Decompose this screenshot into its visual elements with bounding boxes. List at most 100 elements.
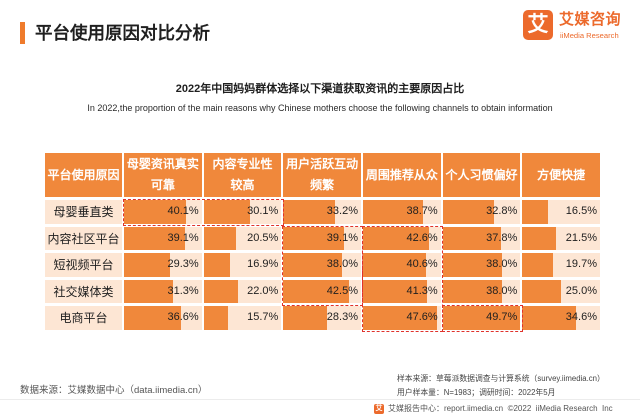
value-bar (362, 200, 424, 224)
value-bar (522, 200, 548, 224)
brand-name: 艾媒咨询 (559, 11, 622, 28)
data-cell: 41.3% (362, 279, 441, 303)
data-cell: 40.6% (362, 253, 441, 277)
value-bar (203, 279, 238, 303)
data-cell: 33.2% (283, 200, 361, 224)
value-label: 42.6% (406, 231, 438, 244)
value-label: 19.7% (565, 258, 597, 270)
report-logo-icon: 艾 (374, 404, 384, 414)
value-bar (203, 253, 230, 277)
corner-header: 平台使用原因 (45, 153, 122, 197)
data-cell: 38.7% (362, 200, 441, 224)
value-label: 40.6% (406, 258, 438, 270)
value-label: 49.7% (486, 311, 518, 323)
data-cell: 38.0% (283, 253, 361, 277)
value-bar (362, 306, 437, 330)
sample-source: 样本来源：草莓派数据调查与计算系统（survey.iimedia.cn） (397, 374, 605, 383)
value-label: 38.0% (486, 258, 518, 270)
value-bar (124, 200, 187, 224)
data-table: 平台使用原因 母婴资讯真实 可靠 内容专业性 较高 用户活跃互动 频繁 周围推荐从众 个人… (45, 153, 600, 332)
value-bar (203, 306, 229, 330)
value-bar (522, 306, 577, 330)
value-label: 37.8% (486, 231, 518, 244)
data-cell: 39.1% (124, 226, 202, 250)
column-header: 母婴资讯真实 可靠 (124, 153, 202, 197)
data-cell: 32.8% (442, 200, 521, 224)
data-cell: 22.0% (203, 279, 282, 303)
value-bar (442, 226, 502, 250)
column-header: 内容专业性 较高 (203, 153, 282, 197)
value-label: 33.2% (326, 205, 358, 217)
value-bar (442, 200, 494, 224)
value-label: 41.3% (406, 284, 438, 297)
value-bar (283, 226, 345, 250)
value-label: 38.0% (326, 258, 358, 270)
value-label: 34.6% (565, 311, 597, 323)
data-source: 数据来源：艾媒数据中心（data.iimedia.cn） (20, 385, 208, 396)
data-cell: 42.5% (283, 279, 361, 303)
value-bar (283, 200, 335, 224)
column-header: 个人习惯偏好 (442, 153, 521, 197)
footer-divider (0, 399, 640, 400)
value-bar (283, 306, 328, 330)
row-label: 社交媒体类 (45, 279, 122, 303)
chart-subtitle: In 2022,the proportion of the main reaso… (87, 103, 553, 113)
data-cell: 19.7% (522, 253, 600, 277)
data-cell: 49.7% (442, 306, 521, 330)
data-cell: 16.5% (522, 200, 600, 224)
value-bar (522, 279, 562, 303)
sample-info: 用户样本量：N=1983；调研时间：2022年5月 (397, 388, 556, 397)
column-header: 方便快捷 (522, 153, 600, 197)
page-title: 平台使用原因对比分析 (35, 23, 210, 43)
row-label: 短视频平台 (45, 253, 122, 277)
value-label: 28.3% (326, 311, 358, 323)
data-cell: 25.0% (522, 279, 600, 303)
value-label: 42.5% (326, 284, 358, 297)
data-cell: 29.3% (124, 253, 202, 277)
data-cell: 42.6% (362, 226, 441, 250)
data-cell: 30.1% (203, 200, 282, 224)
value-label: 22.0% (247, 284, 279, 297)
data-cell: 36.6% (124, 306, 202, 330)
value-bar (362, 279, 428, 303)
value-label: 32.8% (486, 205, 518, 217)
data-cell: 38.0% (442, 279, 521, 303)
data-cell: 20.5% (203, 226, 282, 250)
brand-name-en: iiMedia Research (560, 31, 619, 40)
value-label: 39.1% (167, 231, 199, 244)
value-bar (362, 253, 427, 277)
value-bar (442, 306, 520, 330)
data-cell: 34.6% (522, 306, 600, 330)
value-bar (362, 226, 430, 250)
data-cell: 38.0% (442, 253, 521, 277)
column-header: 周围推荐从众 (362, 153, 441, 197)
value-bar (283, 253, 343, 277)
value-bar (203, 226, 236, 250)
data-cell: 39.1% (283, 226, 361, 250)
value-label: 21.5% (565, 231, 597, 244)
value-label: 39.1% (326, 231, 358, 244)
value-label: 16.9% (247, 258, 279, 270)
value-label: 29.3% (167, 258, 199, 270)
data-cell: 31.3% (124, 279, 202, 303)
value-label: 47.6% (406, 311, 438, 323)
value-label: 25.0% (565, 284, 597, 297)
value-label: 38.0% (486, 284, 518, 297)
row-label: 内容社区平台 (45, 226, 122, 250)
data-cell: 21.5% (522, 226, 600, 250)
data-cell: 40.1% (124, 200, 202, 224)
data-cell: 28.3% (283, 306, 361, 330)
value-label: 20.5% (247, 231, 279, 244)
value-bar (203, 200, 251, 224)
row-label: 电商平台 (45, 306, 122, 330)
column-header: 用户活跃互动 频繁 (283, 153, 361, 197)
value-bar (124, 253, 170, 277)
value-bar (283, 279, 350, 303)
value-label: 38.7% (406, 205, 438, 217)
data-cell: 37.8% (442, 226, 521, 250)
value-bar (442, 279, 502, 303)
row-label: 母婴垂直类 (45, 200, 122, 224)
value-label: 36.6% (167, 311, 199, 323)
value-label: 40.1% (167, 205, 199, 217)
report-center: 艾媒报告中心：report.iimedia.cn ©2022 iiMedia R… (388, 404, 613, 413)
